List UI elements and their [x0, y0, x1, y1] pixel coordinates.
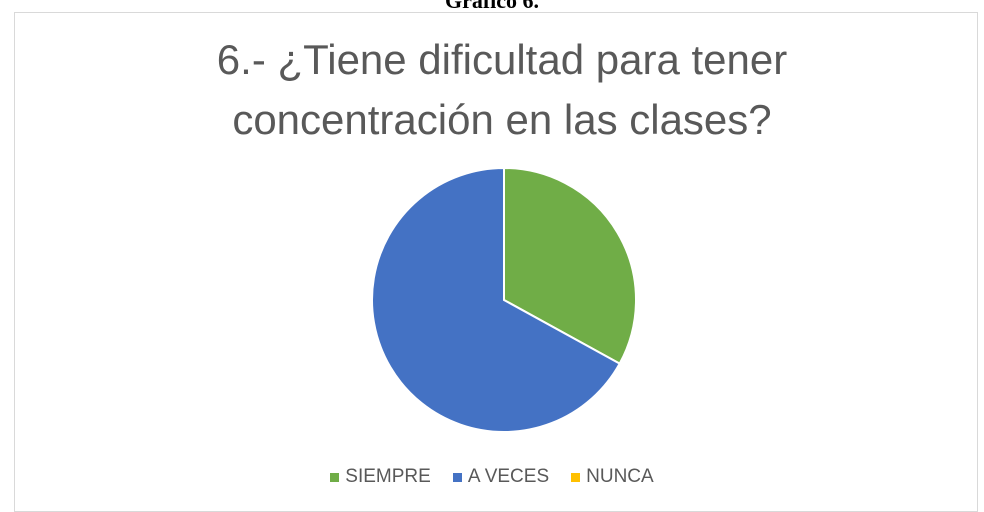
chart-title: 6.- ¿Tiene dificultad para tener concent…	[216, 36, 788, 143]
legend-label: NUNCA	[586, 466, 654, 487]
legend-item: A VECES	[452, 466, 550, 488]
legend-label: SIEMPRE	[345, 466, 431, 487]
legend-item: NUNCA	[571, 466, 654, 488]
legend-item: SIEMPRE	[330, 466, 431, 488]
legend: SIEMPRE A VECES NUNCA	[0, 466, 984, 488]
legend-swatch	[330, 472, 340, 482]
caption: Gráfico 6.	[444, 0, 540, 13]
pie-slice	[370, 166, 622, 433]
legend-swatch	[452, 472, 462, 482]
pie-slice	[503, 166, 637, 365]
legend-label: A VECES	[467, 466, 550, 487]
legend-swatch	[571, 472, 581, 482]
